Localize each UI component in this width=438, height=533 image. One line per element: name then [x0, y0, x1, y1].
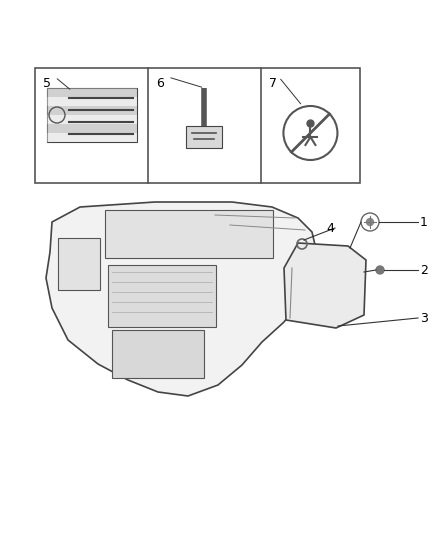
- Bar: [47, 97, 137, 106]
- Bar: [108, 265, 216, 327]
- Bar: [47, 88, 137, 97]
- Circle shape: [367, 219, 374, 225]
- Bar: [187, 126, 223, 148]
- Bar: [47, 106, 137, 115]
- Text: 1: 1: [420, 215, 428, 229]
- Text: 3: 3: [420, 311, 428, 325]
- Text: 2: 2: [420, 263, 428, 277]
- Polygon shape: [46, 202, 318, 396]
- Text: 7: 7: [269, 77, 277, 90]
- Bar: [58, 238, 100, 290]
- Circle shape: [376, 266, 384, 274]
- Text: 6: 6: [156, 77, 164, 90]
- Polygon shape: [284, 243, 366, 328]
- Bar: [105, 210, 273, 258]
- Bar: [47, 115, 137, 124]
- Text: 5: 5: [43, 77, 51, 90]
- Bar: [47, 133, 137, 142]
- Text: 4: 4: [326, 222, 334, 235]
- Bar: [47, 124, 137, 133]
- Bar: [112, 330, 204, 378]
- Bar: [47, 88, 137, 142]
- Bar: [35, 68, 360, 183]
